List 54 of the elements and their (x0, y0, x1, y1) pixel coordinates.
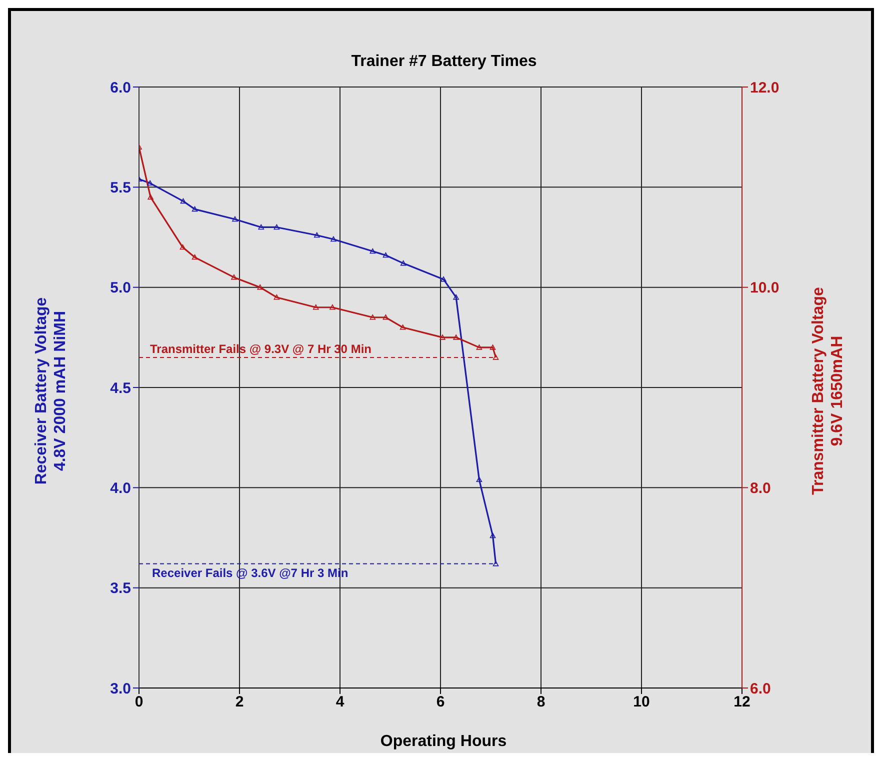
point (400, 324, 406, 330)
y2-tick-label: 6.0 (750, 680, 771, 698)
point (257, 284, 263, 290)
point (274, 224, 280, 230)
chart-title: Trainer #7 Battery Times (350, 53, 538, 71)
point (453, 334, 459, 340)
y-tick-label: 3.5 (110, 580, 131, 598)
point (382, 252, 389, 258)
point (180, 198, 186, 204)
x-tick-label: 4 (336, 694, 345, 711)
point (490, 532, 496, 538)
point (476, 344, 482, 350)
y2-axis-title: Transmitter Battery Voltage 9.6V 1650mAH (809, 286, 847, 497)
y-tick-label: 5.0 (110, 280, 131, 297)
x-tick-label: 8 (536, 694, 546, 711)
point (312, 304, 319, 310)
point (147, 180, 153, 186)
point (330, 304, 336, 310)
point (492, 354, 499, 360)
x-tick-label: 0 (134, 694, 144, 711)
y-tick-label: 5.5 (110, 179, 131, 196)
y-tick-label: 4.5 (110, 380, 131, 397)
y2-tick-label: 12.0 (750, 79, 780, 96)
y2-tick-label: 8.0 (750, 480, 771, 497)
point (370, 248, 376, 254)
point (382, 314, 389, 320)
x-axis-title: Operating Hours (379, 733, 508, 751)
x-tick-label: 10 (633, 694, 650, 711)
point (192, 206, 198, 212)
y-tick-label: 3.0 (110, 680, 131, 698)
point (148, 194, 154, 200)
y2-tick-label: 10.0 (750, 280, 780, 297)
y-axis-title: Receiver Battery Voltage 4.8V 2000 mAH NiMH (32, 296, 70, 487)
point (400, 260, 406, 266)
point (440, 334, 446, 340)
point (180, 244, 186, 250)
point (476, 476, 482, 482)
point (440, 276, 446, 282)
x-tick-label: 2 (235, 694, 244, 711)
point (258, 224, 264, 230)
point (231, 274, 237, 280)
point (314, 232, 320, 238)
y-tick-label: 6.0 (110, 79, 131, 96)
x-tick-label: 6 (436, 694, 445, 711)
x-tick-label: 12 (734, 694, 750, 711)
point (492, 560, 499, 566)
point (232, 216, 238, 222)
y-tick-label: 4.0 (110, 480, 131, 497)
point (274, 294, 280, 300)
point (453, 294, 459, 300)
point (330, 236, 336, 242)
point (192, 254, 198, 260)
point (490, 344, 496, 350)
point (370, 314, 376, 320)
